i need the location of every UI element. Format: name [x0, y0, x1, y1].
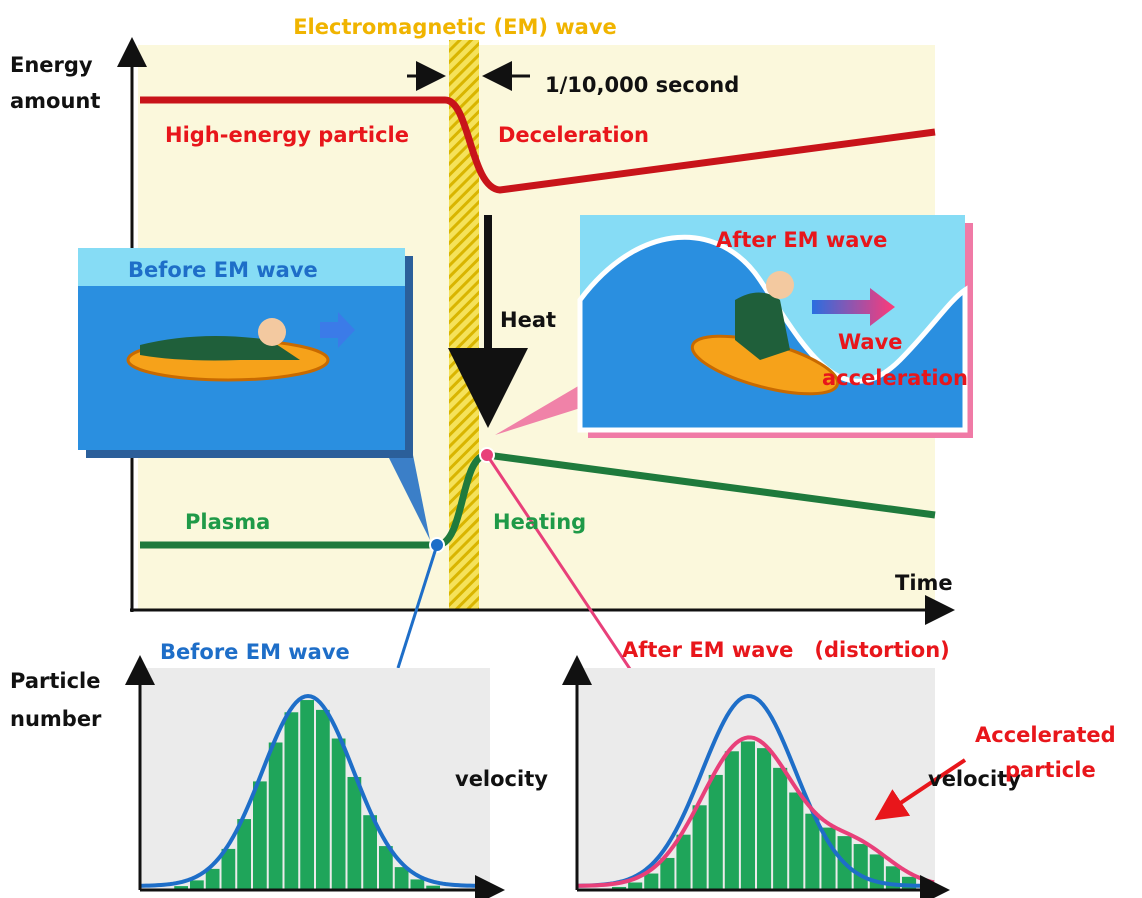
label: Accelerated [975, 723, 1116, 747]
label: High-energy particle [165, 123, 409, 147]
hist-bar [725, 751, 739, 890]
hist-bar [237, 819, 251, 890]
hist-bar [253, 781, 267, 890]
label: particle [1005, 758, 1096, 782]
label: acceleration [822, 366, 968, 390]
hist-bar [773, 768, 787, 890]
diagram: Electromagnetic (EM) wave Energy amount … [0, 0, 1142, 898]
label: Electromagnetic (EM) wave [293, 15, 617, 39]
panel-title: After EM wave [716, 228, 887, 252]
hist-bar [269, 742, 283, 890]
hist-title: Before EM wave [160, 640, 350, 664]
hist-bar [206, 869, 220, 890]
hist-bar [395, 867, 409, 890]
axis-label: velocity [455, 767, 548, 791]
label: Heating [493, 510, 586, 534]
surfer-head [766, 271, 794, 299]
label: Deceleration [498, 123, 649, 147]
axis-label: number [10, 707, 102, 731]
hist-bar [660, 858, 674, 890]
hist-bar [757, 748, 771, 890]
hist-bar [854, 844, 868, 890]
hist-title: After EM wave (distortion) [622, 638, 950, 662]
hist-area [140, 668, 490, 890]
hist-bar [363, 815, 377, 890]
label: 1/10,000 second [545, 73, 739, 97]
axis-label: Energy [10, 53, 93, 77]
hist-bar [332, 739, 346, 890]
hist-bar [644, 874, 658, 890]
panel-title: Before EM wave [128, 258, 318, 282]
hist-bar [285, 712, 299, 890]
axis-label: Time [895, 571, 953, 595]
hist-bar [300, 700, 314, 890]
hist-bar [709, 775, 723, 890]
hist-bar [693, 805, 707, 890]
hist-bar [316, 710, 330, 890]
hist-bar [348, 777, 362, 890]
hist-bar [676, 835, 690, 890]
hist-bar [411, 879, 425, 890]
surfer-head [258, 318, 286, 346]
hist-bar [741, 741, 755, 890]
label: Plasma [185, 510, 270, 534]
label: Wave [838, 330, 903, 354]
axis-label: Particle [10, 669, 100, 693]
label: Heat [500, 308, 556, 332]
hist-bar [789, 792, 803, 890]
axis-label: amount [10, 89, 100, 113]
